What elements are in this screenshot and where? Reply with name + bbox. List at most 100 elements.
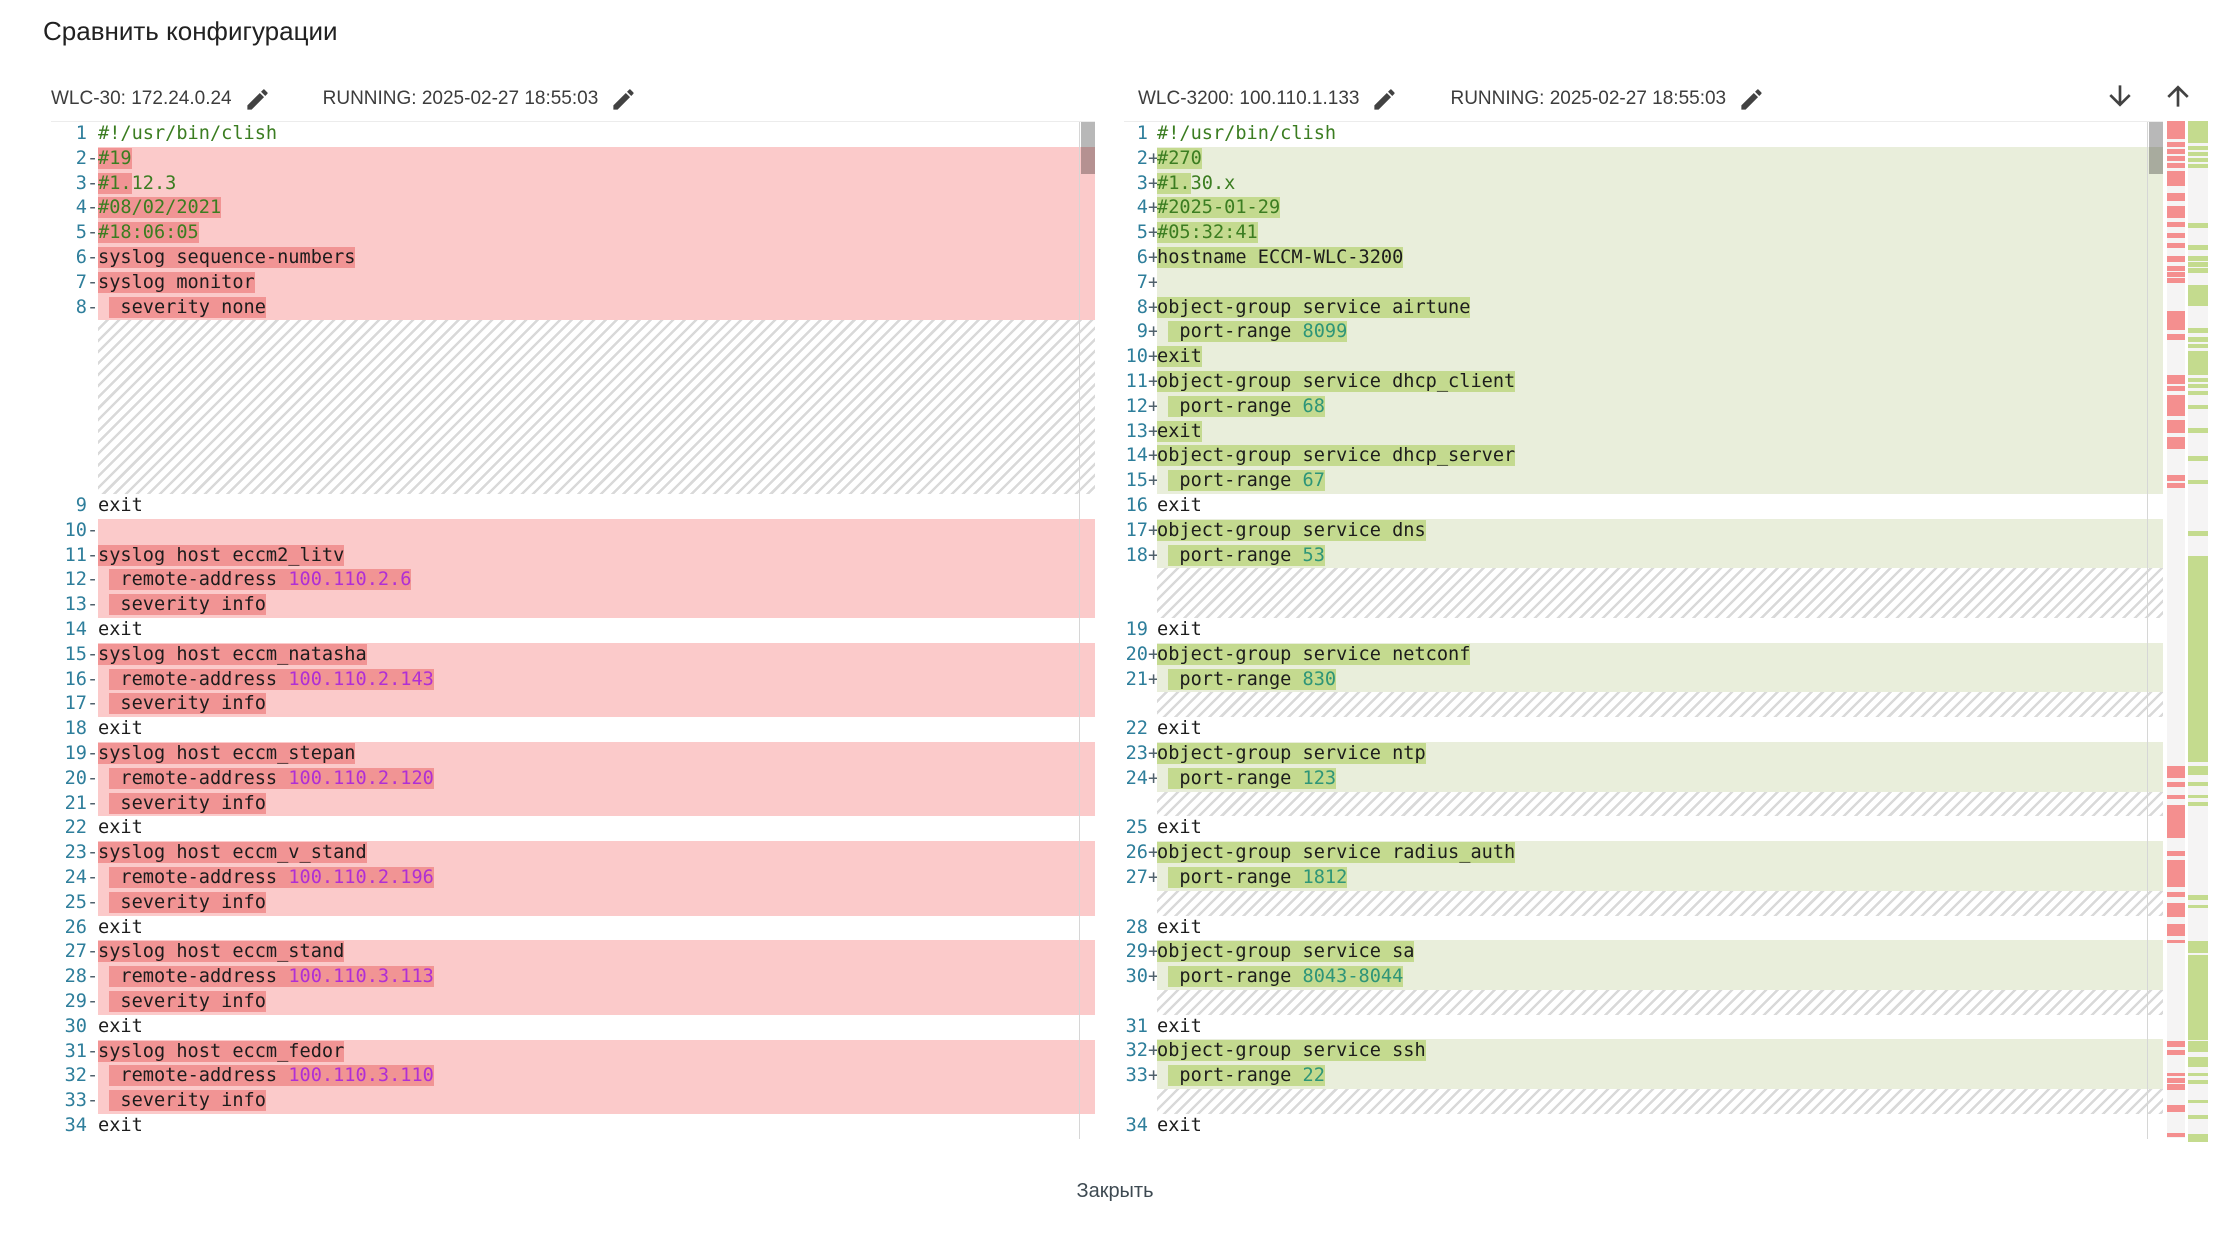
minimap-mark xyxy=(2167,163,2185,168)
diff-gap xyxy=(1157,568,2163,618)
line-number: 4 xyxy=(1136,197,1148,219)
minimap-mark xyxy=(2167,233,2185,238)
diff-marker xyxy=(87,1015,98,1040)
code-line: remote-address 100.110.3.113 xyxy=(98,965,1095,990)
code-line: port-range 8099 xyxy=(1157,320,2163,346)
next-diff-button[interactable] xyxy=(2104,80,2136,112)
code-line: exit xyxy=(1157,618,1202,640)
minimap-mark xyxy=(2167,149,2185,154)
minimap-mark xyxy=(2167,892,2185,897)
diff-marker xyxy=(1148,1015,1157,1040)
diff-marker: + xyxy=(1148,842,1157,864)
diff-row: 14 exit xyxy=(51,618,1095,643)
diff-row: 33 + port-range 22 xyxy=(1124,1064,2163,1090)
right-running-edit-button[interactable] xyxy=(1738,86,1765,113)
close-button[interactable]: Закрыть xyxy=(1060,1172,1169,1211)
diff-row: 32- remote-address 100.110.3.110 xyxy=(51,1064,1095,1090)
minimap-mark xyxy=(2188,456,2208,461)
right-config-edit-button[interactable] xyxy=(1371,86,1398,113)
right-vertical-scrollbar xyxy=(2147,122,2163,1139)
code-line: remote-address 100.110.2.196 xyxy=(98,865,1095,891)
code-line: #08/02/2021 xyxy=(98,196,1095,222)
left-running-edit-button[interactable] xyxy=(610,86,637,113)
line-number: 16 xyxy=(1125,494,1148,516)
minimap-mark xyxy=(2188,121,2208,143)
line-number: 16 xyxy=(64,668,87,690)
line-number: 10 xyxy=(64,519,87,541)
diff-marker: - xyxy=(87,941,98,963)
diff-marker: - xyxy=(87,891,98,913)
minimap-mark xyxy=(2167,121,2185,139)
code-line: object-group service ssh xyxy=(1157,1039,2163,1065)
diff-marker: - xyxy=(87,767,98,789)
minimap-mark xyxy=(2167,193,2185,201)
minimap-mark xyxy=(2188,268,2208,273)
arrow-down-icon xyxy=(2104,85,2136,115)
minimap-mark xyxy=(2188,146,2208,150)
diff-minimap[interactable] xyxy=(2167,121,2208,1142)
left-diff-panel[interactable]: 1 #!/usr/bin/clish 2- #19 3- #1.12.3 4- #08/02/… xyxy=(51,121,1095,1139)
right-config-name: WLC-3200: 100.110.1.133 xyxy=(1138,88,1360,109)
diff-row: 20 + object-group service netconf xyxy=(1124,642,2163,668)
line-number: 29 xyxy=(1125,941,1148,963)
code-line: exit xyxy=(98,817,143,839)
line-number: 9 xyxy=(1136,321,1148,343)
diff-marker: - xyxy=(87,693,98,715)
left-config-edit-button[interactable] xyxy=(244,86,271,113)
code-line: exit xyxy=(98,1015,143,1037)
left-diff-rows: 1 #!/usr/bin/clish 2- #19 3- #1.12.3 4- #08/02/… xyxy=(51,122,1095,1139)
prev-diff-button[interactable] xyxy=(2162,80,2194,112)
line-number: 22 xyxy=(64,817,87,839)
line-number: 15 xyxy=(64,643,87,665)
diff-row: 11 + object-group service dhcp_client xyxy=(1124,369,2163,395)
right-config-header: WLC-3200: 100.110.1.133 RUNNING: 2025-02… xyxy=(1138,82,1817,116)
line-number: 25 xyxy=(64,891,87,913)
code-line: #!/usr/bin/clish xyxy=(98,123,278,144)
diff-row: 22 exit xyxy=(51,816,1095,841)
line-number: 19 xyxy=(64,742,87,764)
code-line: severity info xyxy=(98,890,1095,916)
diff-row: 4 + #2025-01-29 xyxy=(1124,196,2163,222)
code-line: severity info xyxy=(98,692,1095,718)
diff-marker: + xyxy=(1148,966,1157,988)
diff-gap xyxy=(1157,791,2163,817)
minimap-mark xyxy=(2188,384,2208,388)
right-scrollbar-thumb[interactable] xyxy=(2149,122,2163,174)
minimap-mark xyxy=(2188,1134,2208,1142)
line-number: 23 xyxy=(1125,742,1148,764)
code-line: remote-address 100.110.2.120 xyxy=(98,766,1095,792)
line-number: 31 xyxy=(64,1040,87,1062)
code-line: exit xyxy=(1157,419,2163,445)
line-number: 17 xyxy=(1125,519,1148,541)
code-line: #270 xyxy=(1157,146,2163,172)
line-number: 33 xyxy=(1125,1065,1148,1087)
diff-row: 4- #08/02/2021 xyxy=(51,196,1095,222)
code-line: syslog host eccm_v_stand xyxy=(98,841,1095,866)
line-number: 11 xyxy=(1125,370,1148,392)
code-line: exit xyxy=(1157,494,1202,516)
left-config-header: WLC-30: 172.24.0.24 RUNNING: 2025-02-27 … xyxy=(51,82,689,116)
minimap-mark xyxy=(2167,1041,2185,1047)
minimap-additions-column[interactable] xyxy=(2188,121,2208,1142)
diff-marker: + xyxy=(1148,420,1157,442)
right-diff-panel[interactable]: 1 #!/usr/bin/clish 2 + #270 3 + #1.30.x 4 + #2025-… xyxy=(1124,121,2163,1139)
diff-marker: - xyxy=(87,866,98,888)
minimap-mark xyxy=(2167,860,2185,887)
minimap-mark xyxy=(2188,285,2208,306)
code-line: port-range 67 xyxy=(1157,469,2163,494)
minimap-mark xyxy=(2188,158,2208,162)
diff-marker: - xyxy=(87,966,98,988)
diff-row: 9 exit xyxy=(51,494,1095,519)
diff-row: 19 exit xyxy=(1124,618,2163,643)
minimap-deletions-column[interactable] xyxy=(2167,121,2185,1138)
line-number: 1 xyxy=(75,123,87,144)
diff-row: 31 exit xyxy=(1124,1015,2163,1040)
left-scrollbar-thumb[interactable] xyxy=(1081,122,1095,174)
line-number: 26 xyxy=(64,916,87,938)
line-number: 11 xyxy=(64,544,87,566)
minimap-mark xyxy=(2167,766,2185,778)
diff-row: 5- #18:06:05 xyxy=(51,221,1095,246)
line-number: 20 xyxy=(64,767,87,789)
line-number: 5 xyxy=(1136,222,1148,244)
minimap-mark xyxy=(2188,245,2208,250)
